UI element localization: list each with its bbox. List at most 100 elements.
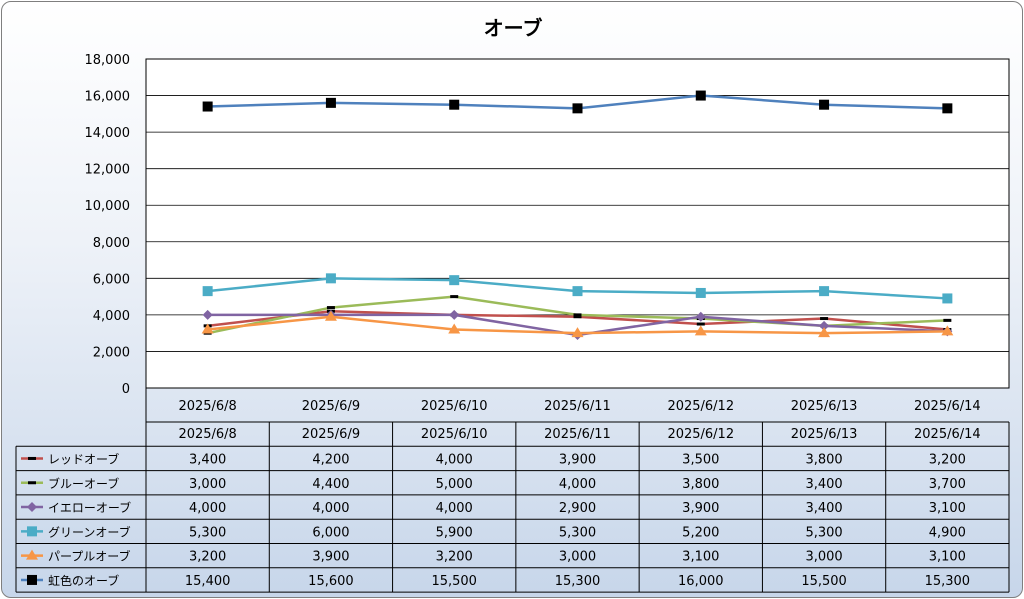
table-value-cell: 5,300 — [559, 525, 596, 540]
table-header-cell: 2025/6/11 — [544, 427, 611, 442]
table-value-cell: 3,800 — [805, 452, 842, 467]
data-point — [943, 318, 952, 322]
legend-label: レッドオーブ — [48, 451, 119, 466]
table-value-cell: 15,500 — [801, 574, 847, 589]
legend-label: ブルーオーブ — [48, 476, 119, 491]
data-point — [573, 313, 582, 317]
legend-key-marker — [26, 549, 38, 560]
y-tick-label: 8,000 — [93, 236, 130, 251]
data-point — [573, 315, 582, 319]
table-value-cell: 15,400 — [185, 574, 231, 589]
table-value-cell: 15,300 — [925, 574, 971, 589]
table-header-cell: 2025/6/14 — [914, 427, 981, 442]
table-header-cell: 2025/6/12 — [667, 427, 734, 442]
table-value-cell: 4,000 — [559, 477, 596, 492]
table-value-cell: 3,200 — [436, 550, 473, 565]
table-value-cell: 5,200 — [682, 525, 719, 540]
data-point — [449, 309, 460, 320]
data-point — [326, 306, 335, 310]
data-point — [202, 286, 213, 297]
data-point — [325, 97, 336, 108]
x-tick-label: 2025/6/14 — [914, 399, 981, 414]
data-point — [695, 311, 706, 322]
data-point — [820, 317, 829, 321]
table-value-cell: 6,000 — [312, 525, 349, 540]
x-tick-label: 2025/6/10 — [421, 399, 488, 414]
data-point — [572, 103, 583, 114]
y-tick-label: 2,000 — [93, 345, 130, 360]
table-value-cell: 3,000 — [805, 550, 842, 565]
table-header-cell: 2025/6/9 — [302, 427, 360, 442]
x-tick-label: 2025/6/13 — [791, 399, 858, 414]
table-value-cell: 3,400 — [189, 452, 226, 467]
y-tick-label: 12,000 — [85, 163, 131, 178]
data-point — [819, 99, 830, 110]
table-value-cell: 2,900 — [559, 501, 596, 516]
data-point — [941, 325, 954, 336]
table-value-cell: 3,100 — [929, 550, 966, 565]
table-value-cell: 3,700 — [929, 477, 966, 492]
table-value-cell: 4,900 — [929, 525, 966, 540]
data-point — [819, 286, 830, 297]
table-value-cell: 3,200 — [189, 550, 226, 565]
data-point — [449, 99, 460, 110]
legend-label: イエローオーブ — [48, 500, 131, 515]
data-point — [695, 90, 706, 101]
legend-key-marker — [28, 481, 36, 485]
table-value-cell: 3,000 — [189, 477, 226, 492]
data-point — [694, 325, 707, 336]
data-point — [202, 101, 213, 112]
table-value-cell: 3,100 — [929, 501, 966, 516]
data-point — [942, 103, 953, 114]
table-header-cell: 2025/6/10 — [421, 427, 488, 442]
y-tick-label: 10,000 — [85, 199, 131, 214]
chart-title: オーブ — [484, 16, 543, 40]
data-point — [324, 310, 337, 321]
legend-key-marker — [27, 526, 37, 537]
table-value-cell: 3,400 — [805, 477, 842, 492]
data-point — [818, 327, 831, 338]
table-value-cell: 4,200 — [312, 452, 349, 467]
table-value-cell: 15,500 — [431, 574, 477, 589]
data-point — [696, 322, 705, 326]
table-value-cell: 4,000 — [189, 501, 226, 516]
table-value-cell: 3,800 — [682, 477, 719, 492]
table-value-cell: 5,300 — [189, 525, 226, 540]
table-value-cell: 3,000 — [559, 550, 596, 565]
x-tick-label: 2025/6/12 — [667, 399, 734, 414]
data-point — [695, 287, 706, 298]
x-tick-label: 2025/6/8 — [178, 399, 236, 414]
table-value-cell: 3,100 — [682, 550, 719, 565]
y-tick-label: 18,000 — [85, 53, 131, 68]
table-value-cell: 3,900 — [312, 550, 349, 565]
data-point — [201, 323, 214, 334]
table-header-cell: 2025/6/8 — [178, 427, 236, 442]
table-value-cell: 4,000 — [312, 501, 349, 516]
legend-key-marker — [27, 502, 37, 513]
legend-key-marker — [27, 574, 37, 585]
table-value-cell: 16,000 — [678, 574, 724, 589]
data-point — [572, 286, 583, 297]
data-point — [202, 309, 213, 320]
legend-key-marker — [28, 456, 36, 460]
x-tick-label: 2025/6/11 — [544, 399, 611, 414]
data-point — [571, 327, 584, 338]
x-tick-label: 2025/6/9 — [302, 399, 360, 414]
table-value-cell: 3,200 — [929, 452, 966, 467]
data-point — [942, 293, 953, 304]
data-point — [448, 323, 461, 334]
table-value-cell: 4,000 — [436, 501, 473, 516]
y-tick-label: 16,000 — [85, 90, 131, 105]
y-tick-label: 14,000 — [85, 126, 131, 141]
y-tick-label: 6,000 — [93, 272, 130, 287]
table-header-cell: 2025/6/13 — [791, 427, 858, 442]
table-value-cell: 5,000 — [436, 477, 473, 492]
table-value-cell: 5,300 — [805, 525, 842, 540]
table-value-cell: 3,900 — [682, 501, 719, 516]
table-value-cell: 3,400 — [805, 501, 842, 516]
data-point — [325, 273, 336, 284]
table-value-cell: 5,900 — [436, 525, 473, 540]
table-value-cell: 4,000 — [436, 452, 473, 467]
